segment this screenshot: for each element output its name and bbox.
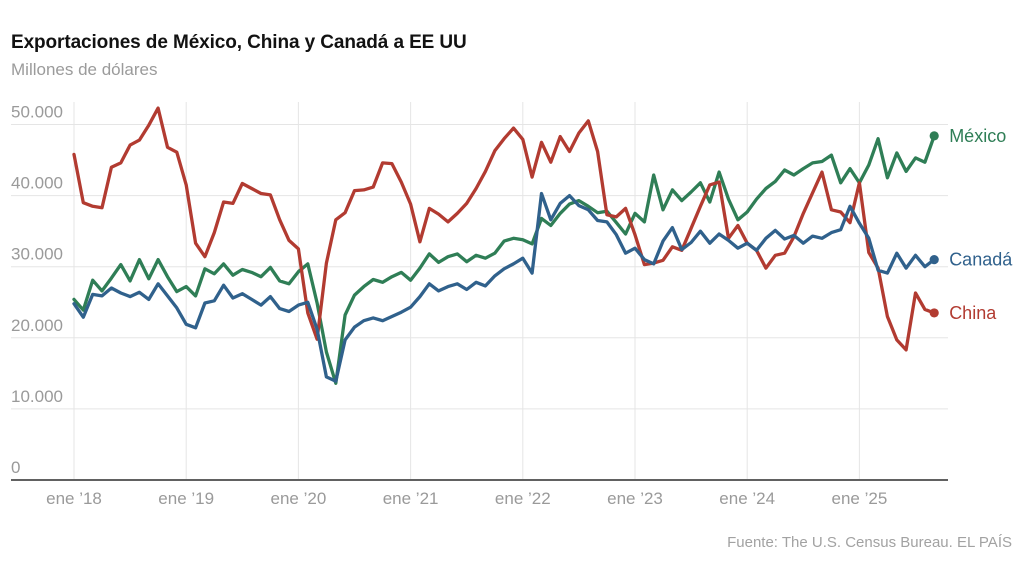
y-tick-label: 10.000 — [11, 387, 63, 406]
series-label-canada: Canadá — [949, 250, 1013, 270]
series-end-dot-mexico — [929, 131, 939, 141]
y-tick-label: 50.000 — [11, 103, 63, 122]
x-tick-label: ene ’24 — [719, 489, 775, 508]
y-tick-label: 0 — [11, 458, 20, 477]
x-tick-label: ene ’23 — [607, 489, 663, 508]
series-line-mexico — [72, 134, 936, 385]
y-tick-label: 20.000 — [11, 316, 63, 335]
series-end-dot-canada — [929, 254, 939, 265]
series-line-china — [72, 106, 936, 352]
source-attribution: Fuente: The U.S. Census Bureau. EL PAÍS — [727, 534, 1012, 551]
chart-title: Exportaciones de México, China y Canadá … — [11, 32, 467, 53]
x-tick-label: ene ’20 — [271, 489, 327, 508]
x-tick-label: ene ’22 — [495, 489, 551, 508]
y-tick-label: 30.000 — [11, 245, 63, 264]
series-line-canada — [72, 191, 936, 383]
x-tick-label: ene ’18 — [46, 489, 102, 508]
x-tick-label: ene ’19 — [158, 489, 214, 508]
chart-subtitle: Millones de dólares — [11, 60, 158, 79]
y-tick-label: 40.000 — [11, 174, 63, 193]
x-tick-label: ene ’21 — [383, 489, 439, 508]
series-end-dot-china — [929, 308, 939, 318]
series-label-china: China — [949, 303, 997, 323]
x-tick-label: ene ’25 — [832, 489, 888, 508]
series-label-mexico: México — [949, 126, 1006, 146]
